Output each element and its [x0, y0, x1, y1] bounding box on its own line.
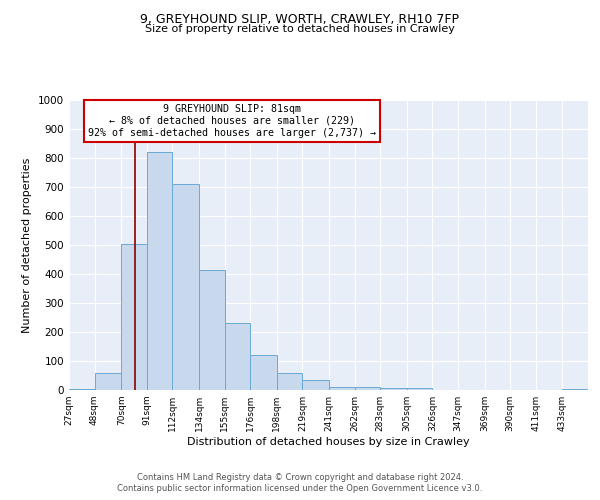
Text: Contains public sector information licensed under the Open Government Licence v3: Contains public sector information licen… — [118, 484, 482, 493]
Text: 9, GREYHOUND SLIP, WORTH, CRAWLEY, RH10 7FP: 9, GREYHOUND SLIP, WORTH, CRAWLEY, RH10 … — [140, 12, 460, 26]
Bar — [121, 244, 147, 390]
Bar — [147, 152, 172, 390]
Bar — [172, 184, 199, 390]
Bar — [277, 374, 302, 390]
Bar — [199, 270, 224, 390]
Bar — [562, 388, 588, 390]
Bar — [355, 387, 380, 390]
X-axis label: Distribution of detached houses by size in Crawley: Distribution of detached houses by size … — [187, 437, 470, 447]
Bar — [224, 324, 250, 390]
Text: Contains HM Land Registry data © Crown copyright and database right 2024.: Contains HM Land Registry data © Crown c… — [137, 472, 463, 482]
Text: 9 GREYHOUND SLIP: 81sqm
← 8% of detached houses are smaller (229)
92% of semi-de: 9 GREYHOUND SLIP: 81sqm ← 8% of detached… — [88, 104, 376, 138]
Bar — [380, 388, 407, 390]
Y-axis label: Number of detached properties: Number of detached properties — [22, 158, 32, 332]
Bar — [302, 380, 329, 390]
Bar — [329, 387, 355, 390]
Text: Size of property relative to detached houses in Crawley: Size of property relative to detached ho… — [145, 24, 455, 34]
Bar — [95, 374, 121, 390]
Bar — [250, 355, 277, 390]
Bar — [407, 388, 433, 390]
Bar — [69, 388, 95, 390]
